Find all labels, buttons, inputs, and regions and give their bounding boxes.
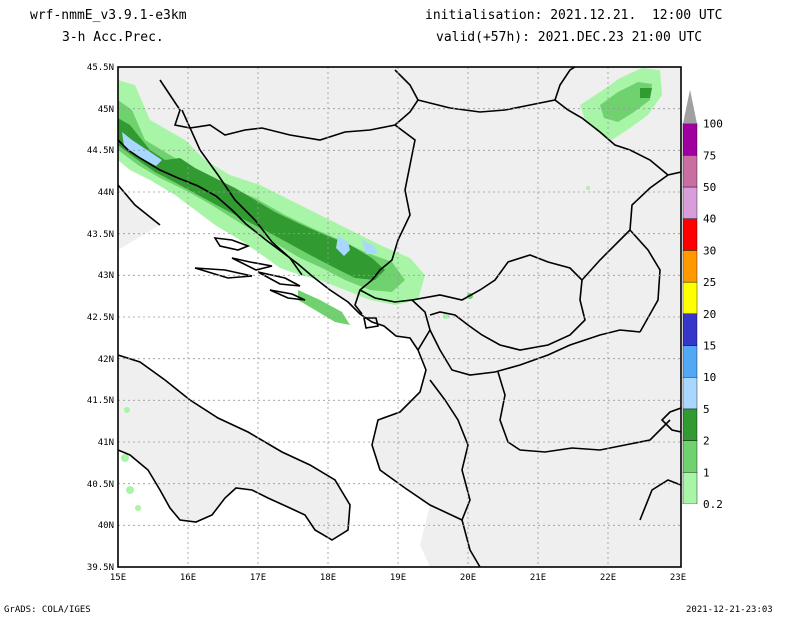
lon-label: 21E — [530, 573, 546, 583]
romania-border — [554, 67, 576, 101]
greece-chalkidiki — [639, 479, 681, 521]
lon-label: 19E — [390, 573, 406, 583]
legend-label: 40 — [703, 213, 716, 226]
legend-label: 25 — [703, 276, 716, 289]
latitude-labels: 45.5N 45N 44.5N 44N 43.5N 43N 42.5N 42N … — [87, 63, 114, 573]
lat-label: 43N — [98, 271, 114, 281]
serbia-bulgaria-border — [581, 229, 631, 281]
legend-label: 2 — [703, 435, 710, 448]
serbia-border — [354, 124, 416, 315]
land-italy — [118, 355, 350, 540]
initialisation-time: initialisation: 2021.12.21. 12:00 UTC — [425, 8, 723, 23]
greece-border — [497, 371, 671, 453]
legend-swatch — [682, 281, 698, 315]
lon-label: 17E — [250, 573, 266, 583]
lon-label: 23E — [670, 573, 686, 583]
lat-label: 41N — [98, 438, 114, 448]
legend-label: 50 — [703, 181, 716, 194]
render-timestamp: 2021-12-21-23:03 — [686, 605, 773, 615]
map-frame — [117, 66, 682, 568]
italy-coast — [118, 354, 351, 541]
legend-swatch-top — [683, 89, 697, 124]
lat-label: 44.5N — [87, 146, 114, 156]
lat-label: 44N — [98, 188, 114, 198]
legend-label: 100 — [703, 118, 723, 131]
legend-label: 0.2 — [703, 498, 723, 511]
legend-swatch — [682, 377, 698, 410]
lon-label: 22E — [600, 573, 616, 583]
lat-label: 43.5N — [87, 230, 114, 240]
land-greece — [420, 505, 480, 567]
legend-label: 15 — [703, 340, 716, 353]
valid-time: valid(+57h): 2021.DEC.23 21:00 UTC — [436, 30, 703, 45]
lat-label: 42N — [98, 355, 114, 365]
model-name: wrf-nmmE_v3.9.1-e3km — [30, 8, 187, 23]
lon-label: 20E — [460, 573, 476, 583]
lat-label: 40N — [98, 521, 114, 531]
legend-label: 5 — [703, 403, 710, 416]
graticule — [118, 67, 681, 567]
lat-label: 45N — [98, 105, 114, 115]
legend-swatch — [682, 345, 698, 378]
lat-label: 41.5N — [87, 396, 114, 406]
lat-label: 42.5N — [87, 313, 114, 323]
legend-swatch — [682, 186, 698, 219]
kosovo-border — [411, 254, 586, 351]
legend-label: 20 — [703, 308, 716, 321]
legend-swatch — [682, 123, 698, 156]
legend-swatch — [682, 313, 698, 346]
legend-swatch — [682, 250, 698, 283]
lon-label: 15E — [110, 573, 126, 583]
legend-label: 75 — [703, 149, 716, 162]
credit-text: GrADS: COLA/IGES — [4, 605, 91, 615]
lon-label: 18E — [320, 573, 336, 583]
croatia-bosnia-border — [159, 69, 419, 141]
legend-swatch — [682, 472, 698, 505]
legend-swatch-bottom — [683, 504, 697, 564]
field-name: 3-h Acc.Prec. — [62, 30, 164, 45]
lat-label: 40.5N — [87, 480, 114, 490]
north-macedonia-border — [429, 329, 641, 376]
lon-label: 16E — [180, 573, 196, 583]
lat-label: 39.5N — [87, 563, 114, 573]
longitude-labels: 15E 16E 17E 18E 19E 20E 21E 22E 23E — [110, 573, 686, 583]
legend-label: 30 — [703, 244, 716, 257]
lat-label: 45.5N — [87, 63, 114, 73]
legend-swatch — [682, 155, 698, 188]
legend-label: 10 — [703, 371, 716, 384]
greece-coast-east — [660, 407, 681, 433]
precipitation-field — [118, 68, 662, 511]
legend-swatch — [682, 218, 698, 251]
legend-swatch — [682, 440, 698, 473]
bosnia-inner-border — [181, 109, 303, 276]
legend-swatch — [682, 408, 698, 441]
legend-label: 1 — [703, 466, 710, 479]
